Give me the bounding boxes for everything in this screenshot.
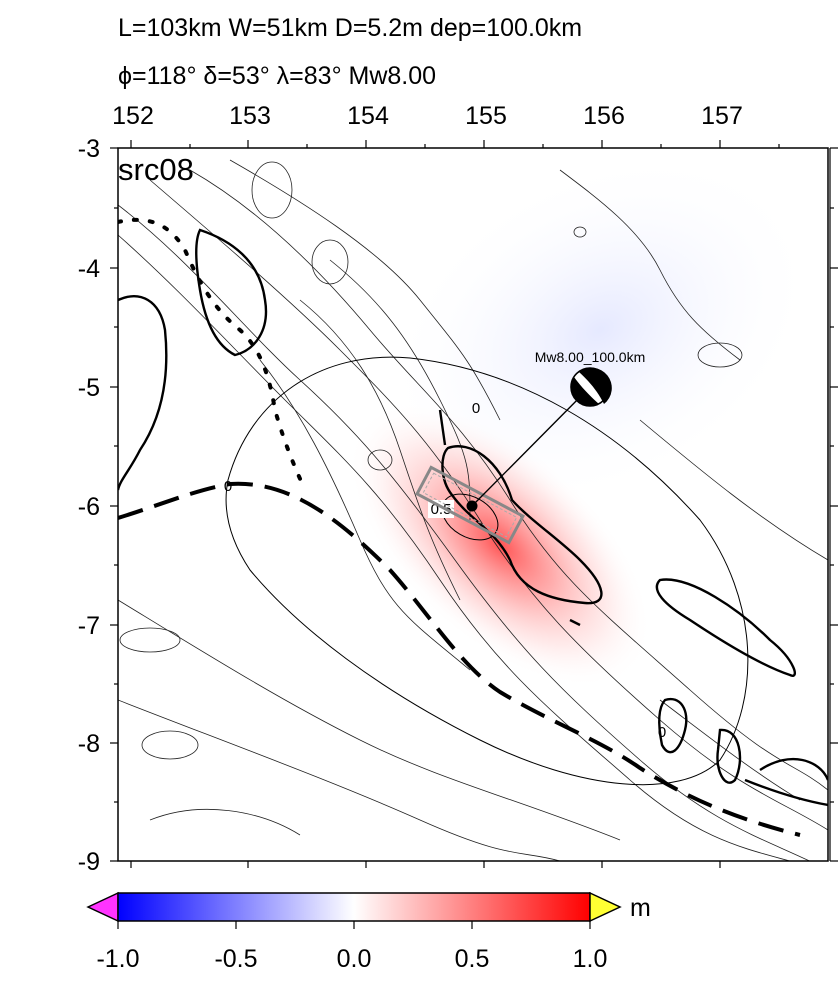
- lon-tick-label: 152: [112, 102, 154, 130]
- lon-tick-label: 153: [229, 102, 271, 130]
- lon-tick-label: 156: [583, 102, 625, 130]
- lon-tick-labels: 152 153 154 155 156 157: [112, 102, 743, 130]
- lat-tick-label: -3: [78, 135, 100, 163]
- thick-contours: [118, 228, 828, 807]
- plate-boundary-dotted: [118, 217, 307, 492]
- zero-contour: [225, 356, 749, 786]
- epicenter-link-line: [471, 386, 591, 507]
- title-focal-mechanism: ϕ=118° δ=53° λ=83° Mw8.00: [118, 62, 437, 90]
- lat-tick-label: -8: [78, 730, 100, 758]
- panel-label: src08: [118, 152, 194, 187]
- colorbar-low-overflow: [86, 891, 119, 923]
- beachball-label: Mw8.00_100.0km: [535, 349, 646, 365]
- deformation-field: [118, 148, 828, 861]
- colorbar-tick-label: -1.0: [96, 945, 139, 973]
- lat-tick-label: -9: [78, 848, 100, 876]
- lat-tick-marks: [110, 147, 838, 862]
- lat-tick-label: -7: [78, 612, 100, 640]
- colorbar-tick-label: 1.0: [573, 945, 608, 973]
- beachball-icon: [570, 367, 612, 407]
- colorbar-high-overflow: [589, 891, 622, 923]
- subsidence-lobe: [383, 152, 817, 508]
- lat-tick-label: -6: [78, 493, 100, 521]
- bathymetry-contours: [118, 159, 828, 861]
- trench-line: [118, 481, 801, 837]
- lat-tick-label: -5: [78, 374, 100, 402]
- lat-tick-label: -4: [78, 255, 100, 283]
- epicenter-marker: [466, 500, 478, 512]
- title-source-params: L=103km W=51km D=5.2m dep=100.0km: [118, 14, 583, 42]
- lat-tick-labels: -3 -4 -5 -6 -7 -8 -9: [78, 135, 100, 876]
- colorbar-tick-label: -0.5: [214, 945, 257, 973]
- contour-label-0-c: 0: [658, 724, 666, 741]
- colorbar-gradient: [117, 892, 591, 922]
- lon-tick-label: 154: [347, 102, 389, 130]
- colorbar-unit: m: [630, 894, 651, 922]
- colorbar-tick-label: 0.0: [337, 945, 372, 973]
- colorbar-tick-label: 0.5: [455, 945, 490, 973]
- contour-label-0-b: 0: [224, 478, 232, 495]
- lon-tick-marks: [130, 140, 780, 868]
- colorbar: -1.0 -0.5 0.0 0.5 1.0 m: [86, 891, 651, 973]
- fault-plane-box: [415, 465, 525, 545]
- lon-tick-label: 155: [465, 102, 507, 130]
- contour-label-0-a: 0: [472, 400, 480, 417]
- lon-tick-label: 157: [701, 102, 743, 130]
- map-frame: [117, 147, 829, 862]
